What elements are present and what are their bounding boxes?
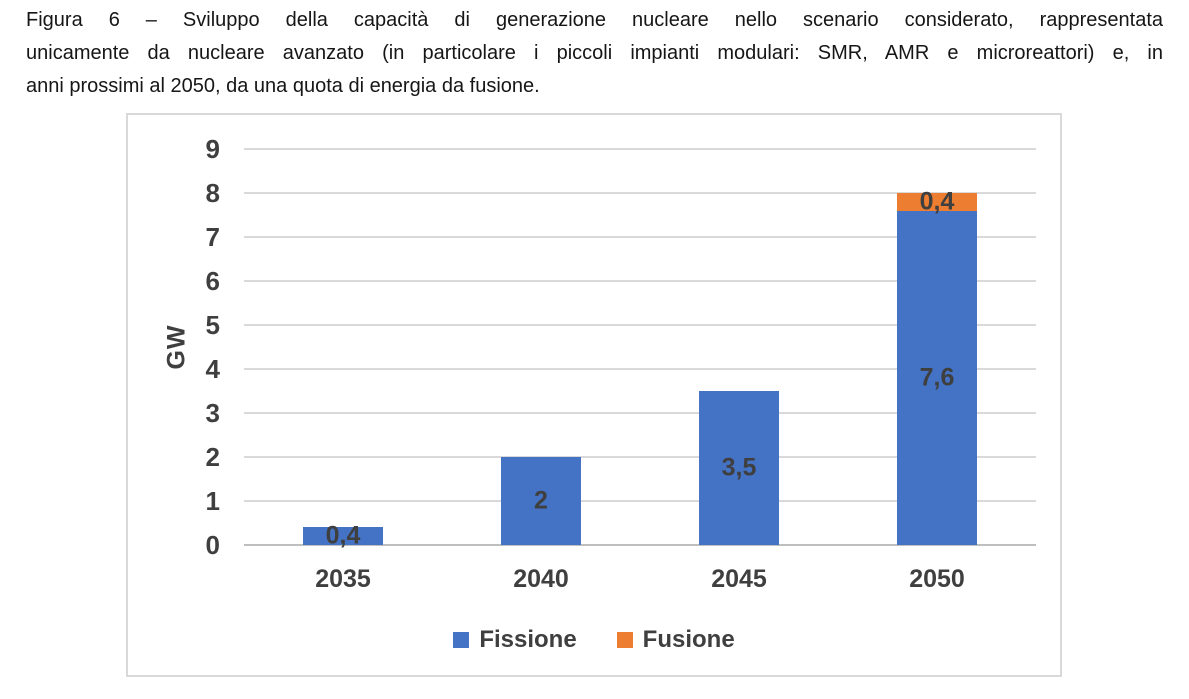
y-tick-label: 1 bbox=[205, 486, 220, 516]
x-tick-label: 2045 bbox=[711, 565, 767, 593]
y-tick-label: 4 bbox=[205, 354, 220, 384]
legend-label: Fusione bbox=[642, 626, 735, 653]
bar-segment-fissione bbox=[501, 457, 581, 545]
legend-swatch-icon bbox=[616, 632, 633, 648]
x-tick-label: 2050 bbox=[909, 565, 965, 593]
legend-item-fusione: Fusione bbox=[616, 626, 735, 654]
gridline bbox=[244, 412, 1036, 414]
bar-segment-fissione bbox=[303, 527, 383, 545]
caption-line-2: unicamente da nucleare avanzato (in part… bbox=[26, 42, 1163, 64]
caption-line-3: anni prossimi al 2050, da una quota di e… bbox=[26, 75, 540, 97]
bar-segment-fissione bbox=[699, 391, 779, 545]
gridline bbox=[244, 148, 1036, 150]
gridline bbox=[244, 192, 1036, 194]
gridline bbox=[244, 324, 1036, 326]
caption-line-1: Figura 6 – Sviluppo della capacità di ge… bbox=[26, 9, 1163, 31]
y-tick-label: 8 bbox=[205, 178, 220, 208]
gridline bbox=[244, 368, 1036, 370]
bar-segment-fissione bbox=[897, 210, 977, 545]
bar-value-label: 7,6 bbox=[919, 363, 955, 392]
gridline bbox=[244, 280, 1036, 282]
x-tick-label: 2040 bbox=[513, 565, 569, 593]
x-axis-line bbox=[244, 544, 1036, 546]
y-tick-label: 2 bbox=[205, 442, 220, 472]
bar-value-label: 0,4 bbox=[325, 521, 361, 550]
figure-caption: Figura 6 – Sviluppo della capacità di ge… bbox=[26, 4, 1163, 103]
bar-value-label: 3,5 bbox=[721, 453, 757, 482]
legend-label: Fissione bbox=[479, 626, 577, 653]
y-tick-label: 7 bbox=[205, 222, 220, 252]
gridline bbox=[244, 236, 1036, 238]
chart-legend: Fissione Fusione bbox=[128, 626, 1060, 654]
gridline bbox=[244, 500, 1036, 502]
legend-item-fissione: Fissione bbox=[453, 626, 577, 654]
legend-swatch-icon bbox=[453, 632, 470, 648]
bar-value-label: 0,4 bbox=[919, 187, 955, 216]
bar-value-label: 2 bbox=[534, 486, 548, 515]
y-tick-label: 3 bbox=[205, 398, 220, 428]
gridline bbox=[244, 456, 1036, 458]
y-tick-label: 9 bbox=[205, 134, 220, 164]
y-tick-label: 5 bbox=[205, 310, 220, 340]
plot-area: 0,4 2 3,5 7,6 0,4 bbox=[244, 148, 1036, 550]
y-tick-label: 0 bbox=[205, 530, 220, 560]
x-tick-label: 2035 bbox=[315, 565, 371, 593]
bar-segment-fusione bbox=[897, 193, 977, 211]
y-tick-label: 6 bbox=[205, 266, 220, 296]
